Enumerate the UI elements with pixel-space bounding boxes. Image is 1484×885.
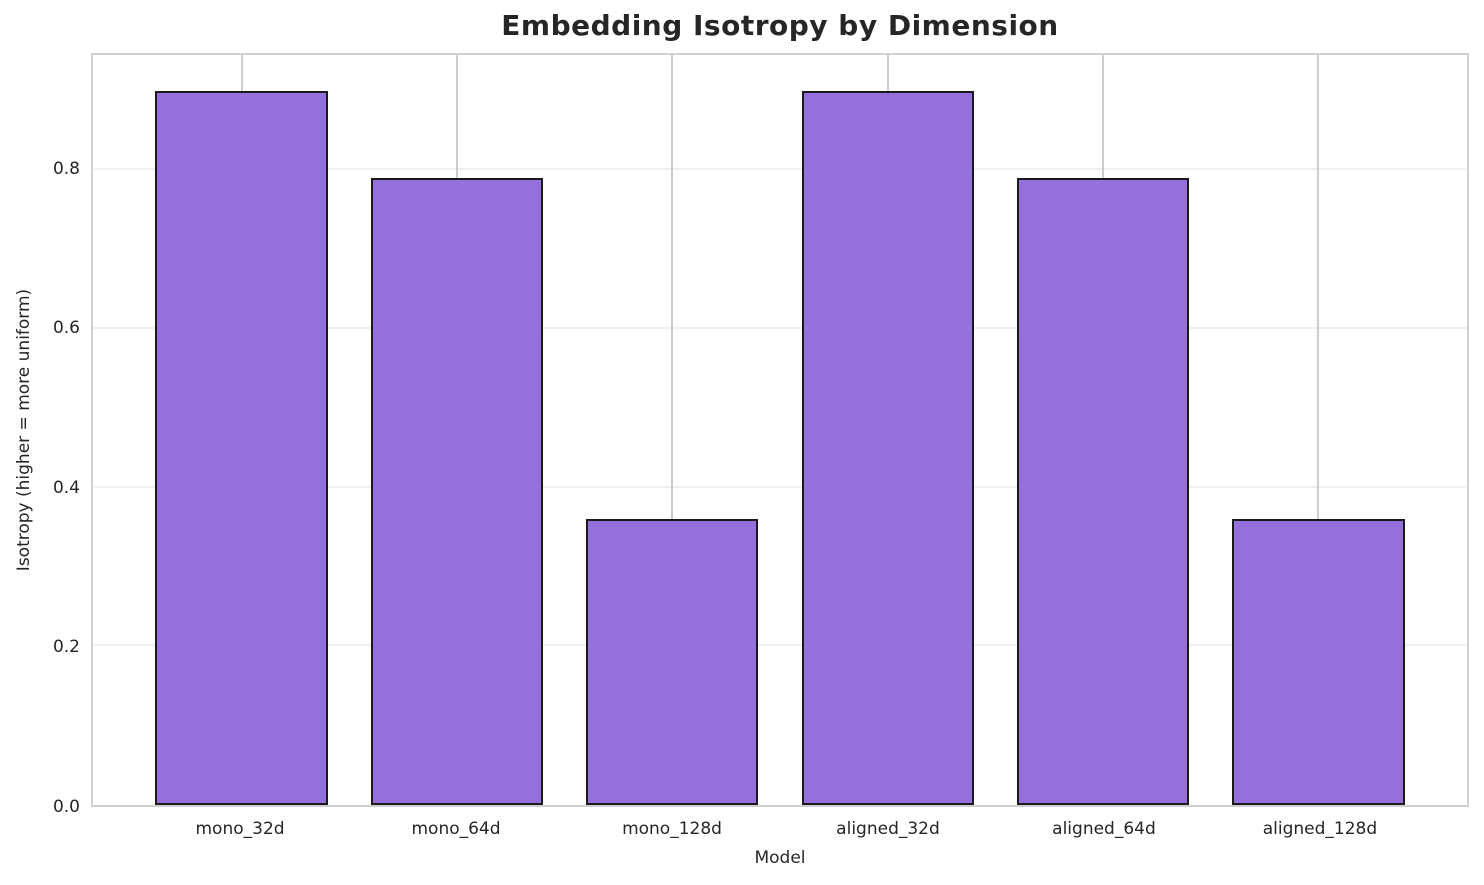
bar-aligned_64d (1016, 178, 1190, 805)
chart-title: Embedding Isotropy by Dimension (501, 9, 1059, 42)
x-axis-label: Model (754, 848, 806, 868)
x-tick-label-mono_32d: mono_32d (195, 819, 285, 839)
y-gridline (93, 168, 1467, 171)
x-tick-label-mono_64d: mono_64d (411, 819, 501, 839)
y-gridline (93, 644, 1467, 647)
x-gridline (1317, 55, 1320, 805)
bar-mono_64d (370, 178, 544, 805)
bar-mono_128d (586, 519, 759, 805)
y-tick-label: 0.4 (52, 477, 80, 498)
x-tick-label-mono_128d: mono_128d (622, 819, 722, 839)
x-gridline (671, 55, 674, 805)
plot-area (91, 53, 1469, 807)
y-gridline (93, 326, 1467, 329)
bar-aligned_32d (801, 90, 974, 805)
y-tick-label: 0.6 (52, 318, 80, 339)
y-gridline (93, 485, 1467, 488)
x-tick-label-aligned_32d: aligned_32d (836, 819, 940, 839)
x-tick-label-aligned_128d: aligned_128d (1262, 819, 1378, 839)
bar-aligned_128d (1232, 519, 1405, 805)
y-tick-label: 0.8 (52, 158, 80, 179)
x-tick-label-aligned_64d: aligned_64d (1052, 819, 1156, 839)
bar-mono_32d (155, 90, 328, 805)
y-tick-label: 0.0 (52, 797, 80, 817)
y-tick-label: 0.2 (52, 637, 80, 658)
